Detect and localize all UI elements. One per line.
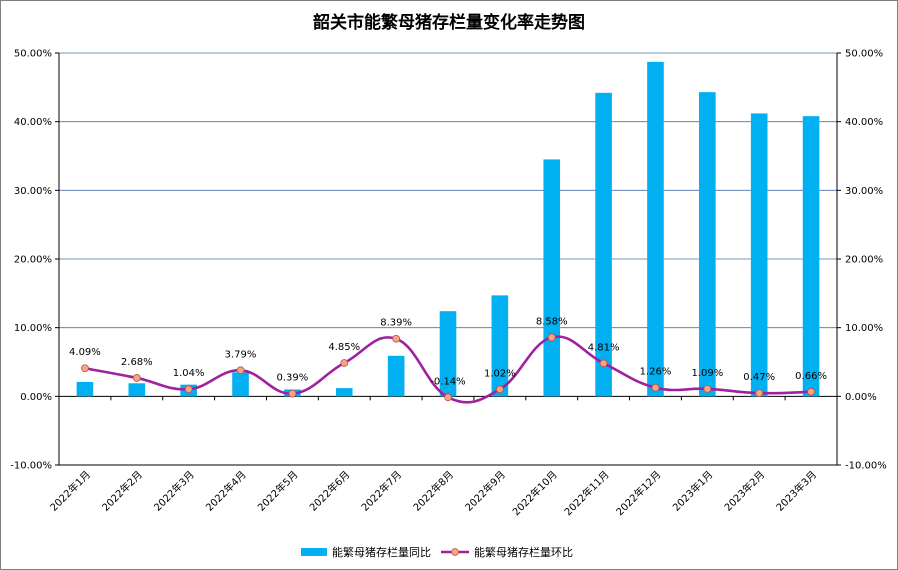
- left-y-tick-label: 50.00%: [14, 49, 52, 60]
- line-data-label: 8.39%: [380, 318, 412, 329]
- right-y-axis-ticks: -10.00% 0.00% 10.00% 20.00% 30.00% 40.00% 50.0…: [845, 49, 887, 472]
- left-y-axis-ticks: -10.00% 0.00% 10.00% 20.00% 30.00% 40.00% 50.0…: [10, 49, 52, 472]
- bar: [387, 355, 405, 397]
- bar: [543, 159, 561, 397]
- line-point: [81, 364, 89, 373]
- x-tick-label: 2022年2月: [99, 468, 145, 514]
- line-data-label: 1.26%: [640, 367, 672, 378]
- x-tick-label: 2022年7月: [358, 468, 404, 514]
- x-tick-label: 2023年3月: [773, 468, 819, 514]
- left-y-tick-label: 20.00%: [14, 255, 52, 266]
- bar: [128, 383, 146, 397]
- chart-title: 韶关市能繁母猪存栏量变化率走势图: [313, 12, 585, 33]
- left-y-tick-label: 0.00%: [20, 392, 52, 403]
- bar-series: [76, 61, 820, 397]
- bar: [439, 311, 457, 397]
- line-point: [599, 359, 608, 368]
- line-data-label: 4.09%: [69, 347, 101, 358]
- line-data-label: 1.04%: [173, 368, 205, 379]
- line-point: [132, 374, 141, 382]
- x-tick-label: 2022年11月: [561, 468, 611, 518]
- line-point: [547, 333, 556, 342]
- x-tick-label: 2022年3月: [151, 468, 197, 514]
- bar: [76, 381, 94, 397]
- line-point: [755, 389, 764, 398]
- bar: [802, 116, 820, 397]
- right-y-tick-label: -10.00%: [845, 461, 887, 472]
- line-data-label: 4.81%: [588, 342, 620, 353]
- right-y-tick-label: 30.00%: [845, 186, 883, 197]
- x-axis-ticks: 2022年1月 2022年2月 2022年3月 2022年4月 2022年5月 2022年…: [47, 468, 819, 518]
- bar: [335, 388, 353, 397]
- line-point: [288, 389, 297, 398]
- right-y-tick-label: 40.00%: [845, 117, 883, 128]
- right-y-tick-label: 0.00%: [845, 392, 877, 403]
- bar: [647, 61, 664, 397]
- legend-line-marker: [451, 548, 459, 556]
- x-tick-label: 2022年1月: [47, 468, 93, 514]
- line-point: [236, 366, 245, 375]
- x-tick-label: 2022年6月: [307, 468, 353, 514]
- line-point: [392, 334, 401, 343]
- right-y-tick-label: 20.00%: [845, 255, 883, 266]
- bar: [232, 372, 249, 397]
- x-tick-label: 2022年12月: [613, 468, 663, 518]
- legend-bar-label: 能繁母猪存栏量同比: [332, 545, 431, 559]
- line-data-label: 1.09%: [691, 368, 723, 379]
- x-tick-label: 2023年1月: [670, 468, 716, 514]
- left-y-tick-label: -10.00%: [10, 461, 52, 472]
- line-point: [184, 385, 193, 394]
- line-point: [495, 385, 504, 394]
- left-y-tick-label: 40.00%: [14, 117, 52, 128]
- right-y-tick-label: 50.00%: [845, 49, 883, 60]
- line-point: [651, 383, 660, 392]
- line-point: [340, 359, 349, 367]
- left-y-tick-label: 30.00%: [14, 186, 52, 197]
- x-tick-label: 2023年2月: [721, 468, 767, 514]
- line-point: [807, 387, 815, 396]
- x-tick-label: 2022年8月: [410, 468, 456, 514]
- bar: [491, 295, 509, 397]
- line-data-label: 1.02%: [484, 368, 516, 379]
- x-tick-label: 2022年9月: [462, 468, 508, 514]
- line-point: [703, 384, 712, 393]
- left-y-tick-label: 10.00%: [14, 323, 52, 334]
- line-data-label: 3.79%: [225, 349, 257, 360]
- x-tick-label: 2022年4月: [203, 468, 249, 514]
- line-data-label: 4.85%: [328, 342, 360, 353]
- line-data-label: -0.14%: [430, 376, 465, 387]
- line-data-label: 0.66%: [795, 371, 827, 382]
- grid-lines: [59, 52, 837, 466]
- line-series: 4.09% 2.68% 1.04% 3.79% 0.39% 4.85% 8.39% -0.14…: [69, 316, 827, 404]
- legend-line-label: 能繁母猪存栏量环比: [474, 545, 573, 559]
- line-data-label: 2.68%: [121, 357, 153, 368]
- x-tick-label: 2022年10月: [510, 468, 560, 518]
- legend: 能繁母猪存栏量同比 能繁母猪存栏量环比: [301, 545, 573, 559]
- bar: [699, 92, 716, 397]
- bar: [750, 113, 768, 397]
- right-y-tick-label: 10.00%: [845, 323, 883, 334]
- legend-bar-swatch: [301, 548, 327, 556]
- line-data-label: 0.39%: [277, 373, 309, 384]
- bar: [595, 92, 612, 397]
- line-data-label: 0.47%: [743, 372, 775, 383]
- axes: [55, 52, 841, 466]
- x-tick-label: 2022年5月: [255, 468, 301, 514]
- line-point: [444, 393, 452, 402]
- line-data-label: 8.58%: [536, 316, 568, 327]
